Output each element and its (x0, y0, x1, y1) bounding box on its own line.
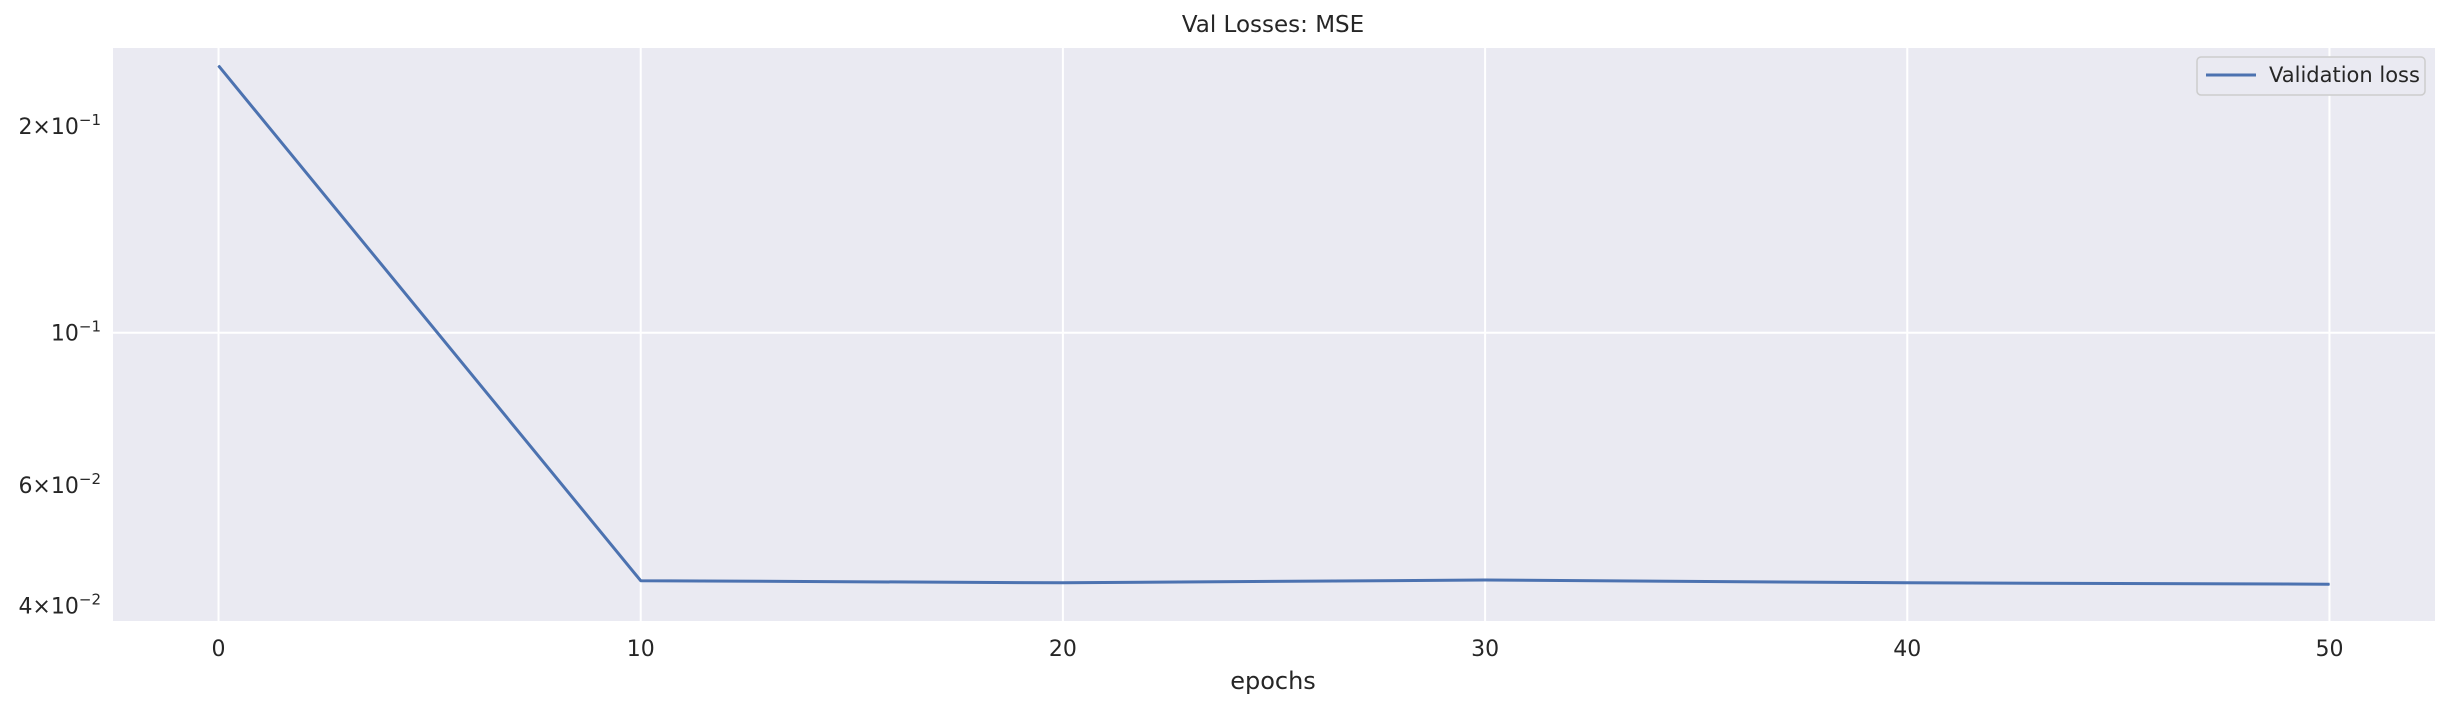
plot-area (113, 48, 2435, 621)
legend: Validation loss (2196, 56, 2426, 96)
x-tick-label: 20 (1049, 637, 1077, 662)
x-axis-ticks: 0 10 20 30 40 50 (212, 637, 2344, 662)
legend-box (2196, 56, 2426, 96)
x-axis-label: epochs (1230, 667, 1316, 695)
grid-lines (113, 48, 2435, 621)
y-axis-ticks: 2×10−1 10−1 6×10−2 4×10−2 (18, 111, 101, 620)
data-point (1062, 582, 1064, 584)
y-tick-label: 4×10−2 (18, 591, 101, 620)
data-point (1484, 579, 1486, 581)
series-layer (217, 64, 2330, 586)
legend-label: Validation loss (2269, 63, 2420, 87)
data-point (640, 580, 642, 582)
x-tick-label: 30 (1471, 637, 1499, 662)
data-point (218, 65, 220, 67)
chart-title: Val Losses: MSE (1182, 12, 1364, 38)
series-line-validation-loss (217, 64, 2330, 586)
x-tick-label: 0 (212, 637, 226, 662)
x-tick-label: 10 (627, 637, 655, 662)
data-point (1906, 582, 1908, 584)
data-point (2328, 583, 2330, 585)
x-tick-label: 50 (2315, 637, 2343, 662)
y-tick-label: 10−1 (51, 318, 101, 347)
y-tick-label: 6×10−2 (18, 470, 101, 499)
y-tick-label: 2×10−1 (18, 111, 101, 140)
x-tick-label: 40 (1893, 637, 1921, 662)
